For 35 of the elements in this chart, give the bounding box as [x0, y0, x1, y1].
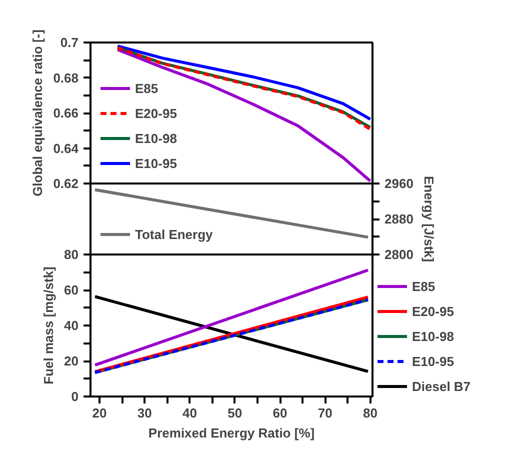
x-tick-label: 40	[182, 406, 198, 420]
y2-tick-label: 2800	[384, 247, 414, 262]
x-tick-label: 70	[318, 406, 332, 420]
y-tick-label: 0.64	[53, 140, 80, 156]
legend-label: Total Energy	[135, 226, 213, 242]
x-tick-label: 20	[92, 406, 107, 420]
y-axis-title: Fuel mass [mg/stk]	[41, 266, 56, 384]
y2-axis-title: Energy [J/stk]	[421, 176, 436, 262]
legend-label: E85	[412, 278, 436, 294]
x-tick-label: 50	[228, 406, 242, 420]
x-tick-label: 80	[363, 406, 378, 420]
legend-label: E10-98	[135, 130, 177, 146]
y-tick-label: 0	[71, 389, 79, 404]
line-series	[116, 48, 372, 183]
y2-tick-label: 2880	[384, 212, 414, 226]
x-tick-label: 60	[272, 406, 288, 420]
legend-label: E85	[135, 80, 158, 96]
legend-label: E10-95	[412, 354, 454, 368]
y-tick-label: 60	[64, 282, 79, 298]
y-axis-title: Global equivalence ratio [-]	[30, 30, 46, 196]
legend-label: E20-95	[135, 106, 177, 120]
y-tick-label: 0.62	[53, 176, 79, 191]
x-tick-label: 30	[137, 406, 152, 420]
y-tick-label: 40	[64, 318, 79, 333]
legend-label: E10-95	[135, 156, 177, 170]
legend-label: Diesel B7	[412, 378, 471, 394]
y-tick-label: 0.66	[53, 106, 79, 120]
y-tick-label: 20	[64, 354, 79, 368]
y2-tick-label: 2960	[384, 176, 414, 191]
y-tick-label: 0.7	[60, 35, 79, 50]
y-tick-label: 80	[64, 247, 79, 262]
legend-label: E10-98	[412, 328, 454, 344]
legend-label: E20-95	[412, 304, 454, 318]
y-tick-label: 0.68	[53, 70, 79, 86]
x-axis-title: Premixed Energy Ratio [%]	[148, 426, 315, 440]
